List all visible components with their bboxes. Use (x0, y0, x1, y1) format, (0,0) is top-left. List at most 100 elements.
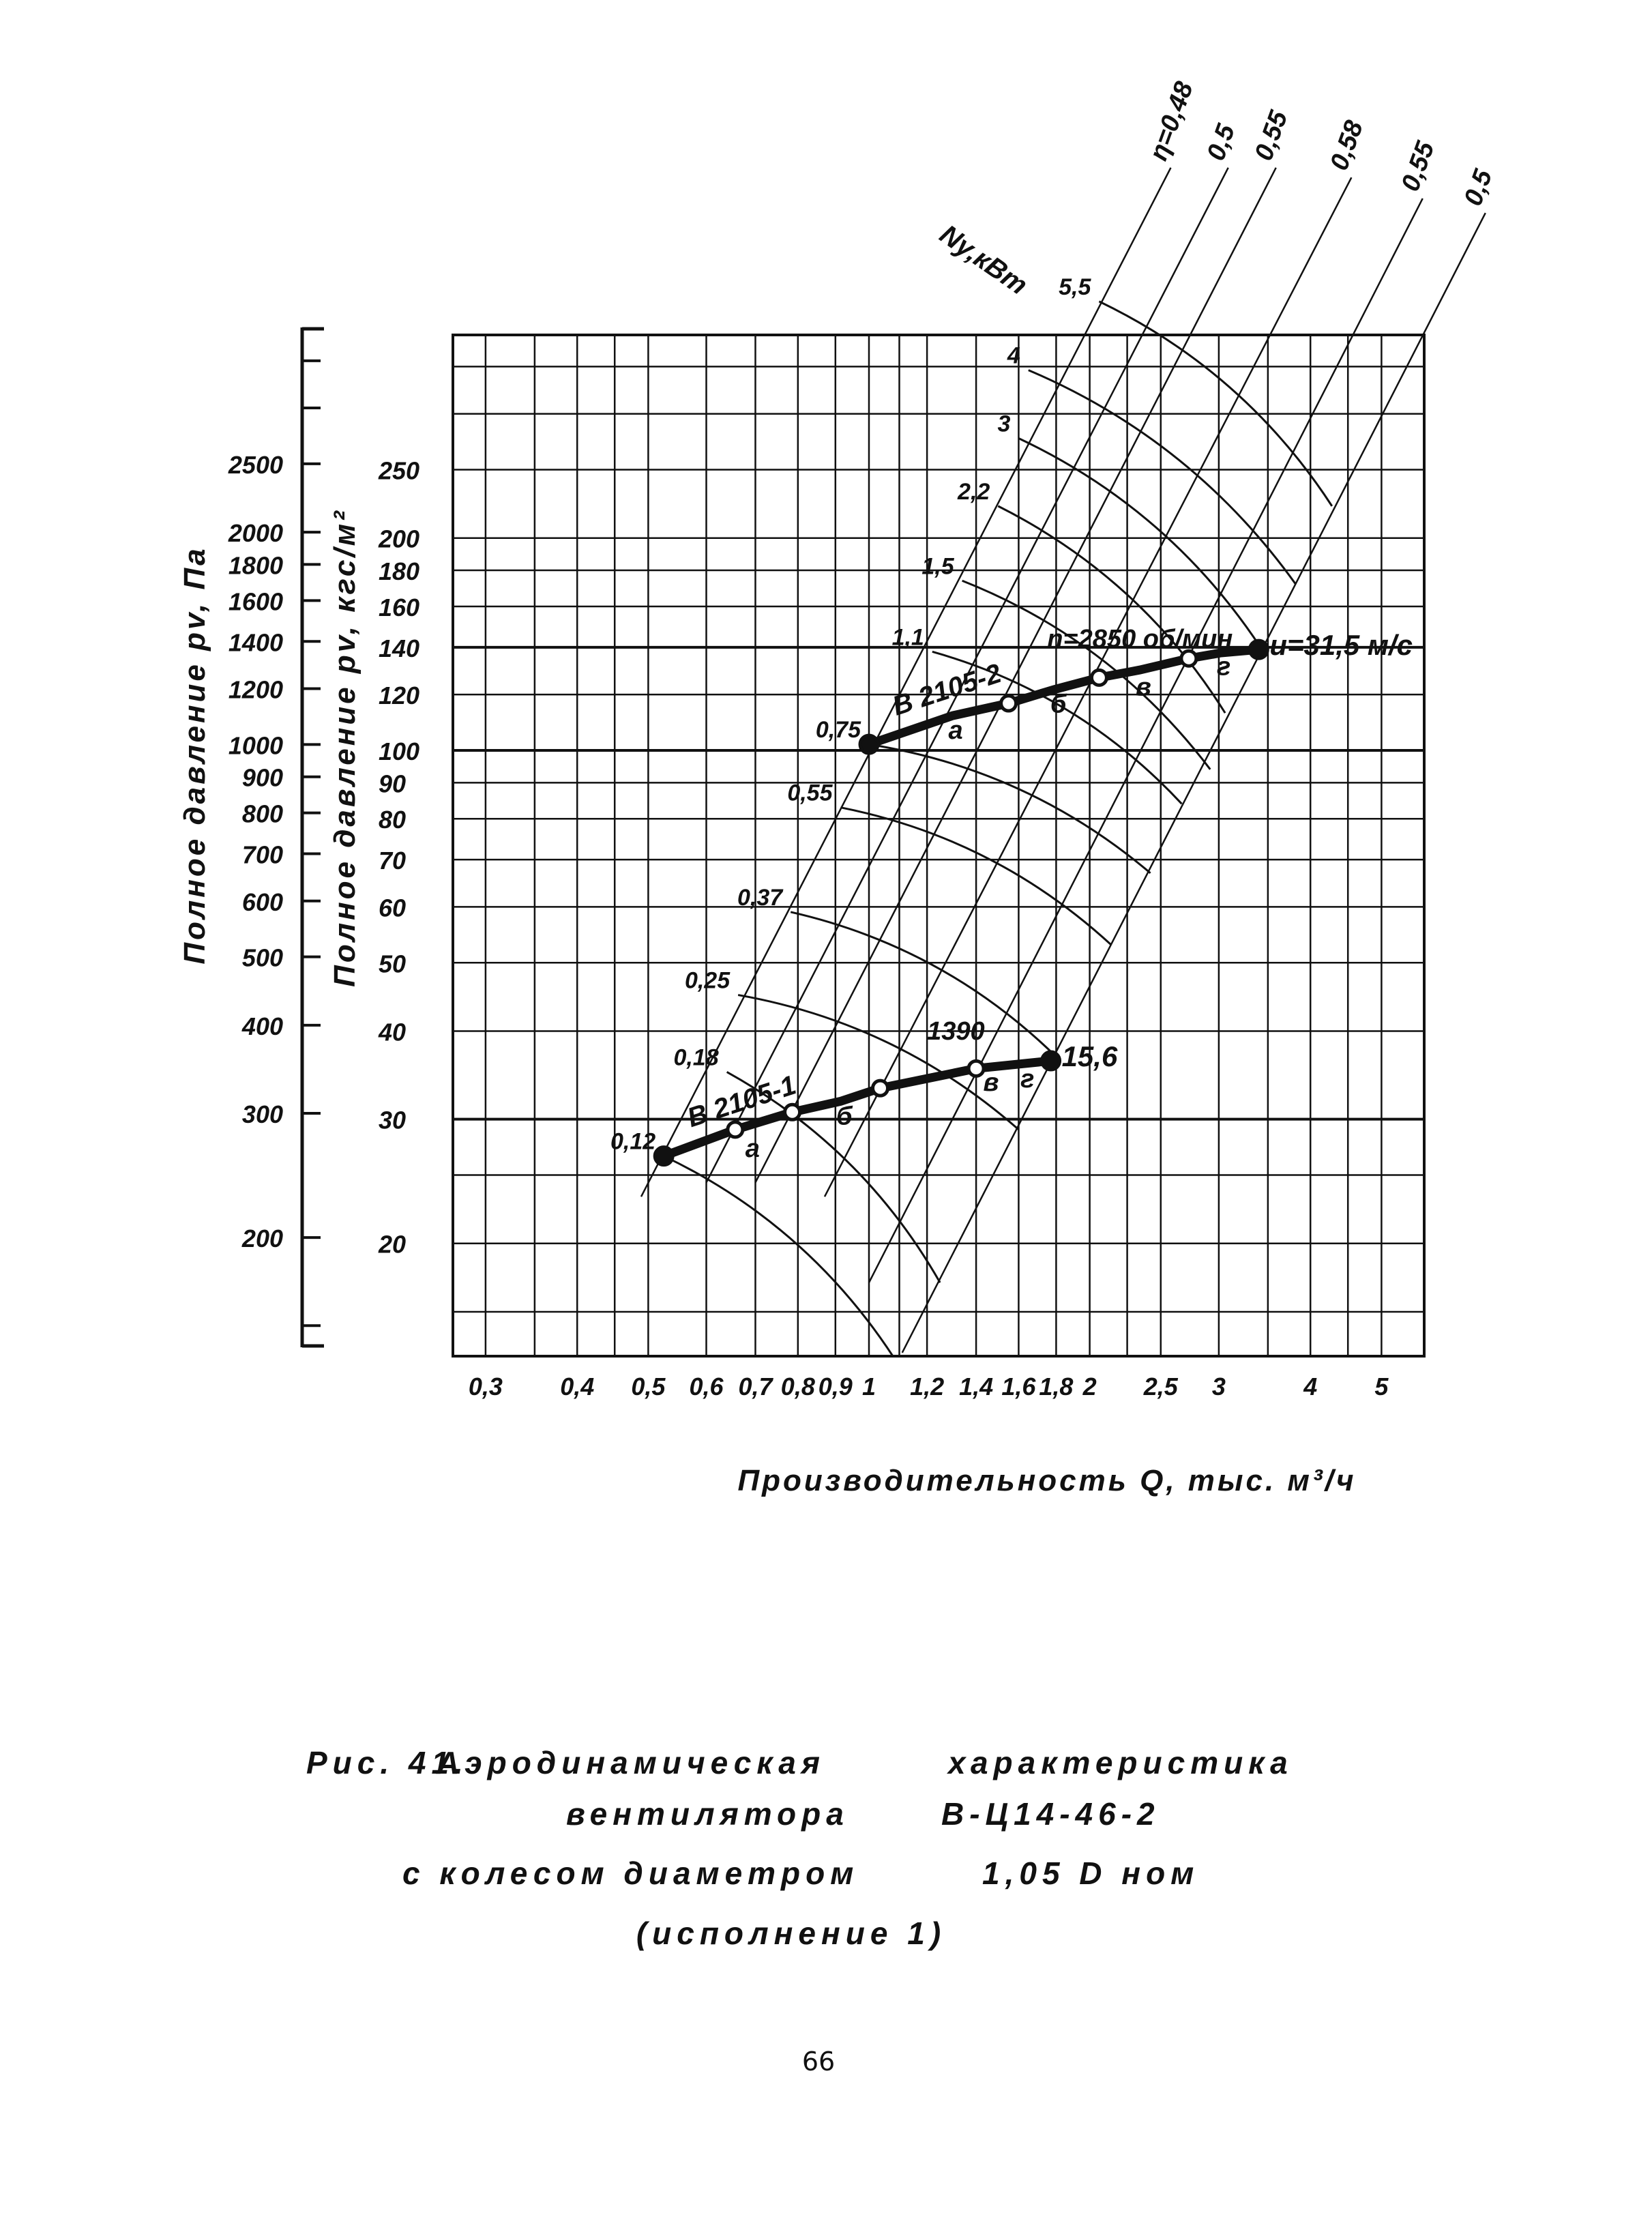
power-curve (726, 1071, 941, 1283)
efficiency-line (823, 177, 1353, 1197)
speed-label: n=2850 об/мин (1047, 625, 1233, 654)
power-curve (1028, 369, 1297, 585)
power-label: 2,2 (957, 479, 990, 505)
end-label: 15,6 (1062, 1040, 1118, 1072)
y-axis-title: Полное давление pv, кгс/м² (328, 508, 362, 987)
power-curve (1018, 437, 1262, 648)
y-tick-label: 200 (378, 525, 419, 553)
efficiency-lines: η=0,48 0,5 0,55 0,58 0,55 0,5 (640, 78, 1499, 1353)
y2-tick-label: 200 (241, 1224, 283, 1252)
power-label: 1,1 (892, 624, 924, 650)
x-tick-label: 0,4 (560, 1373, 594, 1400)
y2-tick-label: 800 (242, 800, 283, 828)
caption-fig-number: Рис. 41. (306, 1745, 469, 1780)
power-label: 0,55 (787, 780, 833, 806)
caption-line3a: с колесом диаметром (402, 1855, 859, 1891)
y2-tick-label: 1600 (228, 587, 283, 615)
page-number: 66 (802, 2047, 835, 2077)
x-tick-label: 0,6 (689, 1373, 724, 1400)
y2-axis-title: Полное давление pv, Па (178, 546, 211, 964)
x-tick-label: 4 (1303, 1373, 1317, 1400)
efficiency-line (868, 198, 1424, 1283)
efficiency-line (705, 167, 1229, 1184)
y2-tick-label: 1800 (228, 551, 283, 579)
power-label: 3 (998, 411, 1011, 437)
power-axis-label: Ny,кВт (934, 219, 1033, 300)
efficiency-label: η=0,48 (1144, 78, 1199, 164)
power-label: 0,25 (685, 968, 731, 994)
caption-line2a: вентилятора (566, 1796, 849, 1832)
y-tick-label: 100 (379, 737, 419, 765)
y-tick-label: 30 (379, 1106, 406, 1134)
open-point (871, 1079, 890, 1098)
y-tick-label: 70 (379, 847, 406, 875)
x-tick-label: 1 (862, 1373, 876, 1400)
power-curve (997, 505, 1226, 714)
efficiency-label: 0,55 (1396, 137, 1441, 195)
caption-line1a: Аэродинамическая (436, 1745, 825, 1780)
efficiency-line (754, 167, 1277, 1184)
y-tick-label: 180 (379, 557, 419, 585)
x-tick-label: 5 (1374, 1373, 1389, 1400)
x-axis-title: Производительность Q, тыс. м³/ч (738, 1464, 1357, 1497)
y2-tick-label: 500 (242, 944, 283, 972)
power-curve (790, 911, 1055, 1056)
grid (453, 335, 1424, 1356)
efficiency-label: 0,5 (1459, 165, 1499, 209)
x-tick-label: 2,5 (1143, 1373, 1179, 1400)
power-curves: 5,5 4 3 2,2 1,5 1,1 0,75 0,55 0,37 0,25 0,18 0,12 (610, 274, 1333, 1358)
power-label: 0,12 (610, 1129, 655, 1155)
power-label: 0,37 (737, 885, 784, 911)
open-point (726, 1120, 745, 1139)
power-label: 5,5 (1059, 274, 1091, 300)
y-tick-label: 20 (378, 1231, 406, 1259)
power-label: 0,18 (673, 1044, 718, 1070)
x-tick-label: 1,8 (1039, 1373, 1073, 1400)
efficiency-line (901, 212, 1486, 1353)
y-tick-label: 140 (379, 634, 419, 662)
x-tick-label: 0,9 (818, 1373, 853, 1400)
speed-label: 1390 (927, 1017, 985, 1046)
power-curve (868, 743, 1151, 874)
x-tick-label: 0,8 (781, 1373, 815, 1400)
y-tick-label: 80 (379, 806, 406, 834)
open-point (999, 694, 1018, 713)
power-curve (840, 806, 1112, 946)
y2-tick-label: 400 (241, 1012, 283, 1040)
point-letter: г (1020, 1065, 1034, 1094)
point-letter: в (1136, 673, 1151, 702)
point-letter: в (983, 1068, 999, 1097)
y2-tick-label: 2000 (228, 519, 283, 547)
y2-tick-label: 1400 (228, 628, 283, 656)
x-tick-label: 1,4 (959, 1373, 993, 1400)
y2-tick-label: 1000 (228, 731, 283, 759)
y-tick-label: 50 (379, 950, 406, 978)
y-tick-label: 60 (379, 894, 406, 922)
y2-tick-label: 900 (242, 764, 283, 792)
axes: 0,3 0,4 0,5 0,6 0,7 0,8 0,9 1 1,2 1,4 1,6 1,8 2 2,5 3 4… (228, 327, 1389, 1400)
power-curve (932, 650, 1183, 805)
open-point (783, 1102, 802, 1121)
y2-tick-label: 700 (242, 841, 283, 869)
x-tick-label: 0,7 (738, 1373, 773, 1400)
y2-tick-label: 2500 (228, 451, 283, 479)
caption-line4: (исполнение 1) (636, 1916, 946, 1951)
caption-line3b: 1,05 D ном (982, 1855, 1199, 1891)
power-label: 0,75 (816, 717, 861, 743)
power-curve (1098, 300, 1333, 507)
power-label: 1,5 (921, 553, 954, 579)
open-point (967, 1059, 986, 1078)
filled-point (1040, 1050, 1062, 1072)
plot-frame (452, 334, 1426, 1358)
filled-point (653, 1145, 675, 1167)
x-tick-label: 0,3 (469, 1373, 503, 1400)
efficiency-line (640, 167, 1172, 1197)
efficiency-label: 0,5 (1202, 120, 1241, 164)
y-tick-label: 90 (379, 769, 406, 797)
open-point (1089, 668, 1108, 687)
power-curve (962, 579, 1211, 770)
filled-point (858, 733, 880, 755)
open-point (1179, 649, 1198, 668)
